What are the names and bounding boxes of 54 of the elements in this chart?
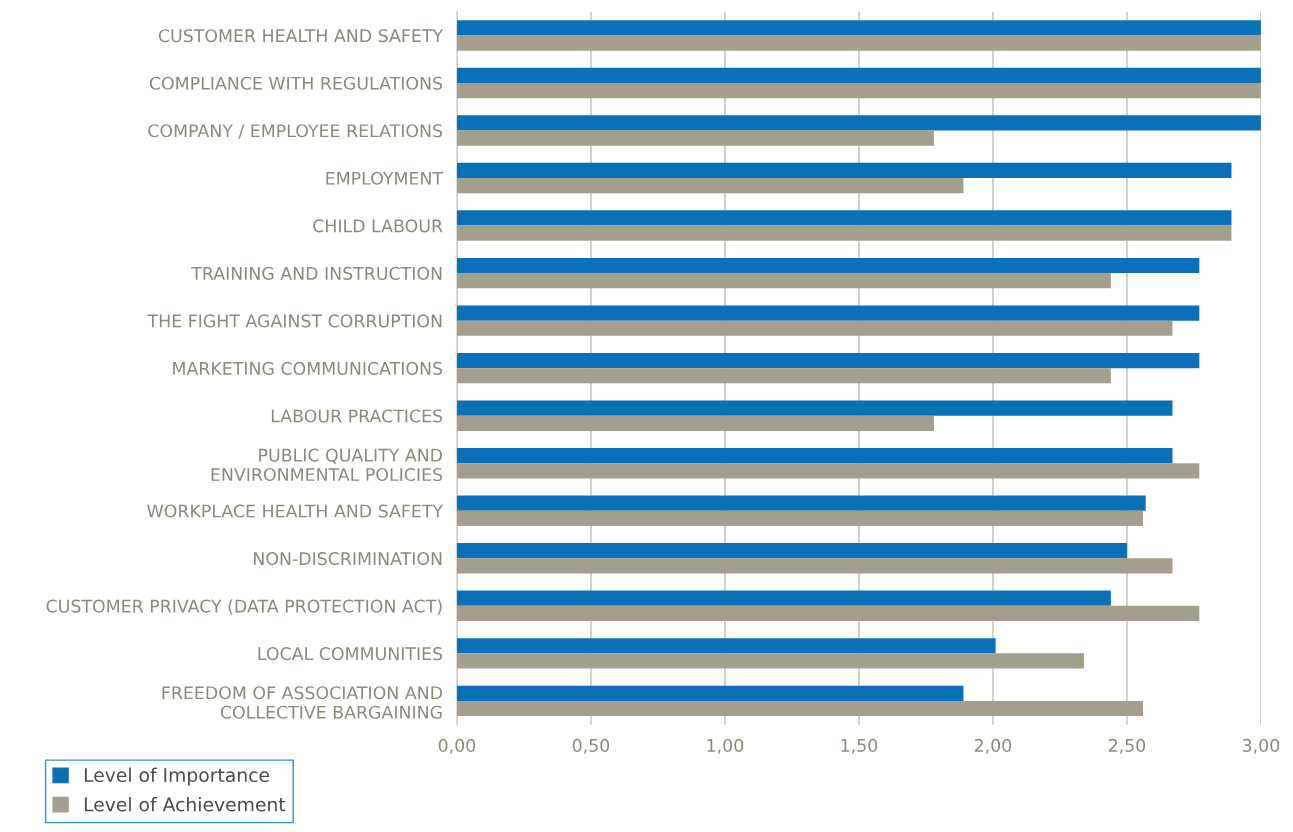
y-tick-label: NON-DISCRIMINATION <box>254 552 442 566</box>
bar <box>456 685 964 701</box>
x-tick-label: 2,50 <box>1108 738 1146 754</box>
bar <box>456 605 1200 622</box>
legend-label: Level of Importance <box>84 767 270 786</box>
bar <box>456 352 1200 369</box>
x-tick-label: 0,00 <box>438 738 476 754</box>
y-tick-label: FREEDOM OF ASSOCIATION AND COLLECTIVE BARGAINING <box>162 686 443 719</box>
bar <box>456 463 1200 479</box>
bar <box>456 35 1261 51</box>
y-tick-label: CUSTOMER HEALTH AND SAFETY <box>158 29 444 43</box>
bar <box>456 400 1173 416</box>
bar <box>456 82 1261 99</box>
bar <box>456 495 1146 511</box>
y-tick-label: WORKPLACE HEALTH AND SAFETY <box>147 504 444 518</box>
bar <box>456 653 1085 669</box>
bar <box>456 210 1232 226</box>
bar <box>456 305 1200 321</box>
bar <box>456 67 1261 83</box>
y-tick-label: TRAINING AND INSTRUCTION <box>191 266 442 280</box>
bar <box>456 257 1200 274</box>
x-tick-label: 2,00 <box>974 738 1012 754</box>
bar <box>456 448 1173 464</box>
bar <box>456 510 1144 526</box>
bar <box>456 130 934 146</box>
legend-label: Level of Achievement <box>84 796 286 812</box>
y-tick-label: MARKETING COMMUNICATIONS <box>173 361 443 375</box>
y-tick-label: LABOUR PRACTICES <box>271 409 443 423</box>
x-tick-label: 1,00 <box>707 738 744 754</box>
bar <box>456 590 1111 606</box>
bar <box>456 273 1111 289</box>
y-tick-label: CUSTOMER PRIVACY (DATA PROTECTION ACT) <box>46 599 442 615</box>
bar <box>456 543 1127 559</box>
bar <box>456 20 1261 36</box>
bar <box>456 178 964 194</box>
bar <box>456 115 1261 131</box>
bar <box>456 225 1232 241</box>
y-tick-label: COMPLIANCE WITH REGULATIONS <box>149 76 443 90</box>
bar <box>456 415 934 431</box>
x-tick-label: 0,50 <box>572 738 610 754</box>
y-tick-label: CHILD LABOUR <box>313 219 443 233</box>
y-tick-label: EMPLOYMENT <box>326 171 444 185</box>
y-tick-label: THE FIGHT AGAINST CORRUPTION <box>147 314 442 328</box>
y-tick-label: LOCAL COMMUNITIES <box>258 647 443 661</box>
bar <box>456 700 1144 717</box>
x-tick-label: 1,50 <box>841 738 878 754</box>
bar <box>456 638 996 654</box>
y-tick-label: PUBLIC QUALITY AND ENVIRONMENTAL POLICIES <box>211 448 443 482</box>
bar <box>456 162 1232 179</box>
bar <box>456 320 1173 336</box>
bar <box>456 558 1173 574</box>
y-tick-label: COMPANY / EMPLOYEE RELATIONS <box>148 124 443 139</box>
bar <box>456 368 1111 384</box>
x-tick-label: 3,00 <box>1242 738 1280 754</box>
